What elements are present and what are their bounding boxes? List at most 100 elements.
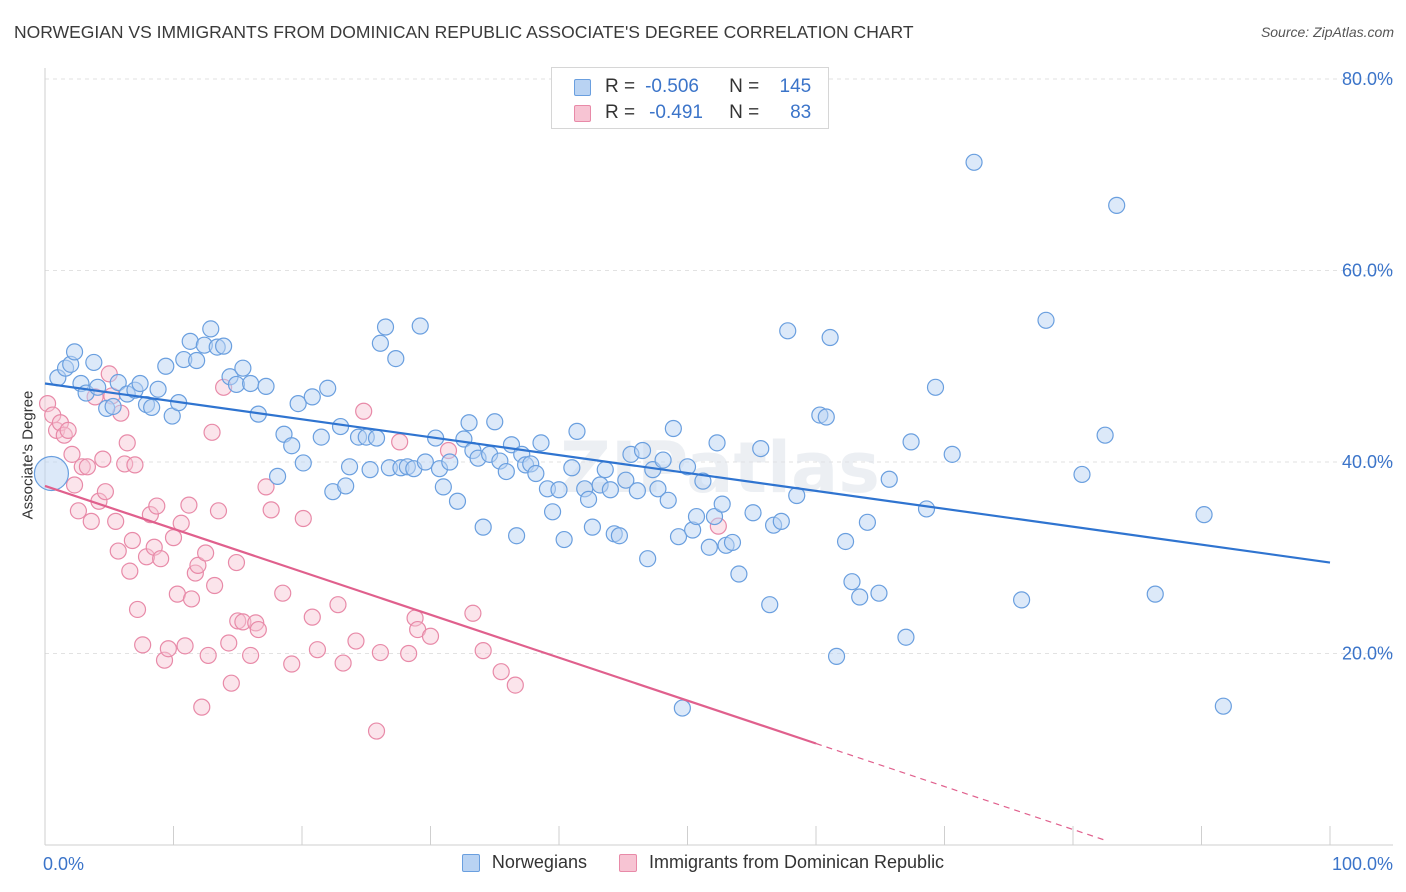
dominican-point xyxy=(123,531,141,550)
norwegian-point xyxy=(700,538,718,556)
norwegian-point xyxy=(257,377,275,395)
y-tick-label: 20.0% xyxy=(1342,644,1393,664)
norwegian-point xyxy=(555,530,573,549)
norwegian-point xyxy=(361,461,379,479)
dominican-point xyxy=(182,590,201,608)
legend-n-value: 145 xyxy=(779,76,812,97)
norwegian-point xyxy=(507,527,526,545)
norwegian-point xyxy=(610,527,628,545)
legend-row-norwegians: R = -0.506 N = 145 xyxy=(574,76,811,98)
dominican-point xyxy=(371,643,389,662)
dominican-point xyxy=(283,655,301,673)
legend-label-norwegians: Norwegians xyxy=(491,852,587,872)
norwegian-point xyxy=(474,518,492,536)
norwegian-point xyxy=(965,153,983,171)
dominican-point xyxy=(63,445,81,463)
trend-layer xyxy=(44,382,1331,841)
x-tick-label: 0.0% xyxy=(43,854,84,874)
dominican-point xyxy=(203,423,221,441)
dominican-point xyxy=(152,550,170,568)
norwegian-point xyxy=(1012,591,1031,609)
norwegian-point xyxy=(33,455,70,492)
norwegian-point xyxy=(303,388,321,406)
chart-title: NORWEGIAN VS IMMIGRANTS FROM DOMINICAN R… xyxy=(14,22,914,42)
norwegian-point xyxy=(497,462,515,481)
norwegian-point xyxy=(312,428,330,446)
norwegian-point xyxy=(836,532,855,551)
dominican-point xyxy=(506,676,524,694)
norwegians-trend-line xyxy=(44,382,1331,564)
norwegian-point xyxy=(705,507,724,526)
norwegian-point xyxy=(143,398,161,417)
legend-r-value: -0.491 xyxy=(649,102,703,123)
dominican-point xyxy=(197,544,215,562)
norwegian-point xyxy=(188,351,206,370)
dominican-point xyxy=(247,614,265,632)
norwegians-legend-swatch xyxy=(461,853,480,872)
norwegian-point xyxy=(779,322,797,340)
norwegian-point xyxy=(367,429,386,447)
norwegian-point xyxy=(851,588,869,606)
dominican-point xyxy=(126,456,144,474)
legend-n-label: N = xyxy=(729,102,760,123)
dominican-point xyxy=(209,502,228,520)
dominican-point xyxy=(164,529,183,547)
dominican-point xyxy=(109,542,127,560)
norwegian-point xyxy=(827,647,846,665)
norwegian-point xyxy=(723,533,742,552)
dominican-point xyxy=(148,497,166,515)
norwegian-point xyxy=(678,458,697,476)
norwegian-point xyxy=(821,328,839,347)
norwegian-point xyxy=(149,380,167,398)
norwegian-point xyxy=(416,453,434,471)
dominican-point xyxy=(220,634,238,652)
legend-n-label: N = xyxy=(729,76,760,97)
norwegian-point xyxy=(460,414,478,432)
dominican-point xyxy=(249,620,267,639)
norwegian-point xyxy=(1073,465,1091,484)
norwegian-point xyxy=(550,481,568,499)
norwegian-point xyxy=(543,503,562,521)
dominican-point xyxy=(367,722,386,740)
axis-layer: 20.0% 40.0% 60.0% 80.0% 0.0% 100.0% xyxy=(43,68,1393,874)
dominican-legend-swatch xyxy=(618,853,637,872)
legend-label-dominican: Immigrants from Dominican Republic xyxy=(648,852,945,872)
norwegian-point xyxy=(157,357,175,375)
norwegian-point xyxy=(1195,506,1213,524)
norwegian-point xyxy=(65,343,84,361)
norwegian-point xyxy=(694,472,712,490)
norwegian-point xyxy=(337,477,355,495)
norwegian-point xyxy=(817,408,835,426)
dominican-point xyxy=(474,642,492,660)
dominican-trend-extension xyxy=(815,742,1106,841)
norwegian-point xyxy=(664,419,682,438)
dominican-point xyxy=(65,476,84,494)
dominican-point xyxy=(303,608,321,626)
dominican-point xyxy=(227,553,246,572)
legend-row-dominican: R = -0.491 N = 83 xyxy=(574,102,811,124)
norwegian-point xyxy=(109,373,127,392)
legend-item-norwegians[interactable]: Norwegians xyxy=(461,852,587,873)
dominican-point xyxy=(257,478,275,496)
norwegian-point xyxy=(486,413,504,431)
dominican-point xyxy=(294,509,312,528)
norwegian-point xyxy=(687,507,706,526)
norwegian-point xyxy=(583,518,602,536)
norwegian-point xyxy=(617,471,635,489)
norwegian-point xyxy=(673,699,691,717)
norwegian-point xyxy=(283,437,301,455)
norwegian-point xyxy=(649,480,667,498)
legend-r-value: -0.506 xyxy=(645,76,699,97)
legend-r-label: R = xyxy=(605,76,636,97)
norwegian-point xyxy=(268,467,287,485)
norwegian-point xyxy=(532,434,550,452)
norwegian-point xyxy=(633,441,652,460)
legend-item-dominican[interactable]: Immigrants from Dominican Republic xyxy=(618,852,945,873)
norwegian-point xyxy=(596,461,614,479)
norwegian-point xyxy=(85,353,103,372)
norwegian-points xyxy=(33,153,1232,717)
dominican-swatch xyxy=(574,104,591,122)
dominican-point xyxy=(180,496,198,514)
dominican-point xyxy=(78,458,97,476)
dominican-points xyxy=(38,365,727,740)
